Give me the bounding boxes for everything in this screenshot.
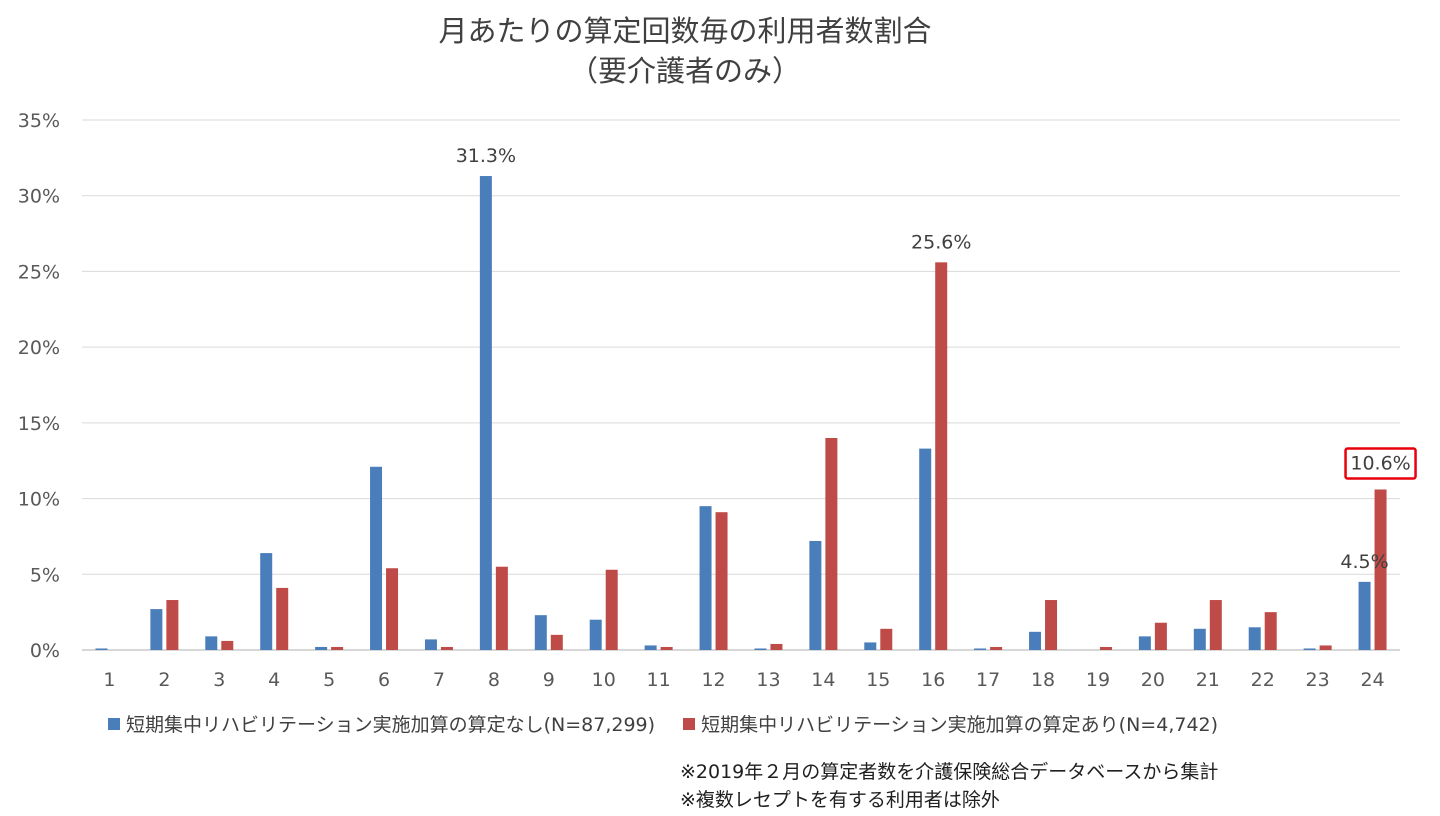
- bar-without-4: [260, 553, 273, 650]
- bar-with-3: [221, 640, 234, 650]
- bar-without-21: [1193, 628, 1206, 650]
- bar-without-10: [589, 619, 602, 650]
- bar-with-16: [935, 262, 948, 650]
- bar-without-14: [809, 540, 822, 650]
- legend-swatch-red: [683, 717, 696, 730]
- x-tick-label: 3: [213, 669, 225, 691]
- x-tick-label: 14: [811, 669, 835, 691]
- x-tick-label: 16: [921, 669, 945, 691]
- legend-item-with-addition: 短期集中リハビリテーション実施加算の算定あり(N=4,742): [683, 710, 1218, 737]
- bar-without-18: [1029, 631, 1042, 650]
- x-tick-label: 10: [592, 669, 616, 691]
- x-tick-label: 2: [158, 669, 170, 691]
- bar-without-5: [315, 646, 328, 650]
- bar-without-11: [644, 645, 657, 650]
- bar-without-23: [1303, 648, 1316, 650]
- x-tick-label: 1: [103, 669, 115, 691]
- x-tick-label: 8: [488, 669, 500, 691]
- bar-with-4: [276, 587, 289, 650]
- data-label: 25.6%: [911, 231, 971, 253]
- legend: 短期集中リハビリテーション実施加算の算定なし(N=87,299) 短期集中リハビ…: [108, 710, 1246, 737]
- x-tick-label: 18: [1031, 669, 1055, 691]
- bar-without-15: [864, 642, 877, 650]
- bar-with-12: [715, 512, 728, 650]
- bar-without-13: [754, 648, 767, 650]
- y-tick-label: 25%: [18, 261, 60, 283]
- bar-without-6: [370, 466, 383, 650]
- bar-with-6: [386, 568, 399, 650]
- data-label-highlight-box: [1344, 447, 1417, 480]
- bar-with-13: [770, 643, 783, 650]
- legend-label-without-addition: 短期集中リハビリテーション実施加算の算定なし(N=87,299): [126, 714, 656, 736]
- footnote-exclusion: ※複数レセプトを有する利用者は除外: [680, 789, 1000, 811]
- bar-with-5: [331, 646, 344, 650]
- data-label: 31.3%: [456, 145, 516, 167]
- x-tick-label: 19: [1086, 669, 1110, 691]
- x-tick-label: 4: [268, 669, 280, 691]
- legend-item-without-addition: 短期集中リハビリテーション実施加算の算定なし(N=87,299): [108, 710, 655, 737]
- y-tick-label: 5%: [30, 564, 60, 586]
- x-tick-label: 12: [701, 669, 725, 691]
- x-tick-label: 21: [1196, 669, 1220, 691]
- bar-with-9: [550, 634, 563, 650]
- y-tick-label: 35%: [18, 110, 60, 132]
- x-tick-label: 20: [1141, 669, 1165, 691]
- bar-without-17: [974, 648, 987, 650]
- y-tick-label: 0%: [30, 640, 60, 662]
- x-tick-label: 6: [378, 669, 390, 691]
- footnote-source: ※2019年２月の算定者数を介護保険総合データベースから集計: [680, 761, 1219, 783]
- y-tick-label: 15%: [18, 413, 60, 435]
- bar-without-12: [699, 506, 712, 650]
- bar-with-19: [1099, 646, 1112, 650]
- x-tick-label: 7: [433, 669, 445, 691]
- bar-without-3: [205, 636, 218, 650]
- x-tick-label: 13: [756, 669, 780, 691]
- bar-with-14: [825, 438, 838, 650]
- bar-with-18: [1045, 600, 1058, 650]
- bar-with-17: [990, 646, 1003, 650]
- x-tick-label: 11: [647, 669, 671, 691]
- x-tick-label: 9: [543, 669, 555, 691]
- bar-without-1: [95, 648, 108, 650]
- data-label: 4.5%: [1340, 551, 1388, 573]
- bar-with-21: [1209, 600, 1222, 650]
- bar-with-11: [660, 646, 673, 650]
- x-tick-label: 22: [1251, 669, 1275, 691]
- bar-without-22: [1248, 627, 1261, 650]
- bar-without-2: [150, 609, 163, 650]
- bar-with-20: [1154, 622, 1167, 650]
- bar-with-22: [1264, 612, 1277, 650]
- bar-with-7: [440, 646, 453, 650]
- x-tick-label: 24: [1360, 669, 1384, 691]
- x-tick-label: 17: [976, 669, 1000, 691]
- bar-with-8: [495, 566, 508, 650]
- bar-without-7: [424, 639, 437, 650]
- bar-with-10: [605, 569, 618, 650]
- legend-swatch-blue: [108, 717, 120, 730]
- bar-with-15: [880, 628, 893, 650]
- chart-subtitle: （要介護者のみ）: [568, 54, 801, 88]
- y-tick-label: 10%: [18, 489, 60, 511]
- y-tick-label: 20%: [18, 337, 60, 359]
- x-tick-label: 15: [866, 669, 890, 691]
- bar-without-24: [1358, 581, 1371, 650]
- legend-label-with-addition: 短期集中リハビリテーション実施加算の算定あり(N=4,742): [701, 714, 1219, 736]
- bar-without-8: [479, 176, 492, 650]
- bar-with-24: [1374, 489, 1387, 650]
- bar-without-9: [534, 615, 547, 650]
- data-label: 10.6%: [1350, 452, 1410, 474]
- x-tick-label: 23: [1306, 669, 1330, 691]
- y-tick-label: 30%: [18, 186, 60, 208]
- bar-without-16: [919, 448, 932, 650]
- bar-with-23: [1319, 645, 1332, 650]
- chart-title: 月あたりの算定回数毎の利用者数割合: [438, 14, 932, 48]
- bar-with-2: [166, 600, 179, 650]
- x-tick-label: 5: [323, 669, 335, 691]
- bar-without-20: [1138, 636, 1151, 650]
